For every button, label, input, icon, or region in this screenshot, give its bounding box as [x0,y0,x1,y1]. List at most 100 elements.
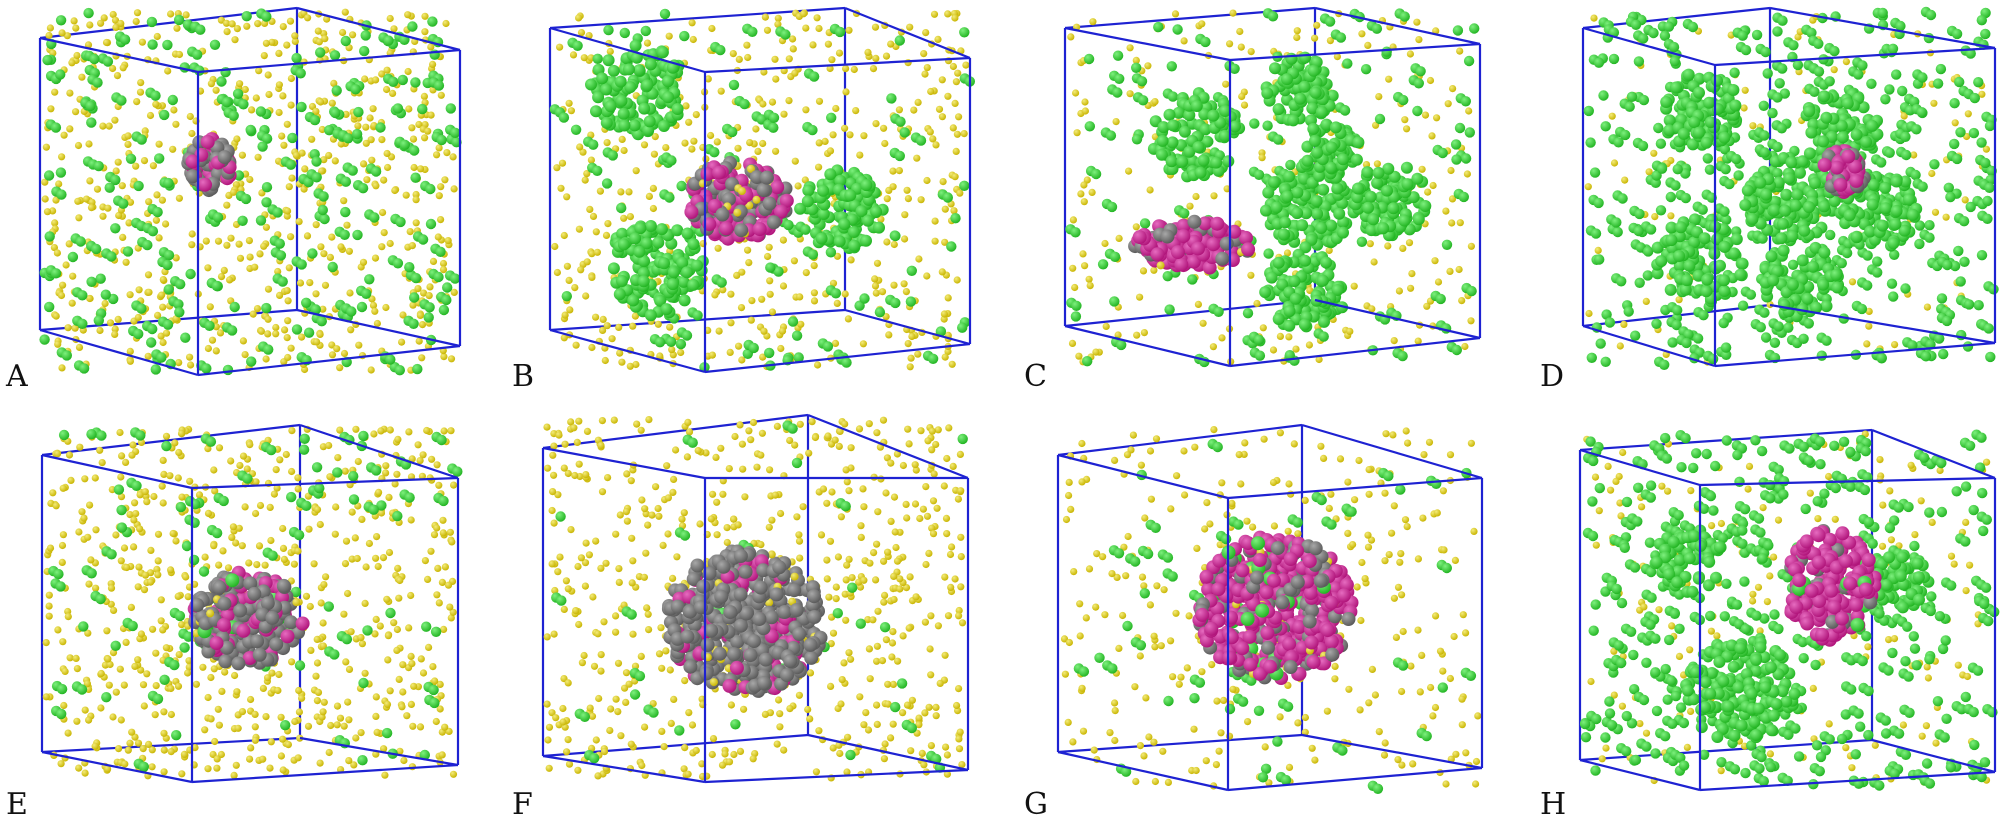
green-particle [1942,260,1952,270]
counterion-particle [315,28,322,35]
counterion-particle [436,144,443,151]
green-particle [1954,77,1964,87]
counterion-particle [884,195,891,202]
counterion-particle [950,124,957,131]
green-cluster-particle [1683,260,1695,272]
counterion-particle [1667,212,1674,219]
counterion-particle [137,79,144,86]
counterion-particle [103,39,110,46]
counterion-particle [1448,219,1455,226]
green-particle [1924,233,1934,243]
counterion-particle [141,157,148,164]
green-cluster-particle [1891,176,1903,188]
green-cluster-particle [630,40,642,52]
counterion-particle [1742,87,1749,94]
counterion-particle [716,328,723,335]
green-particle [94,161,104,171]
green-particle [409,145,419,155]
green-cluster-particle [691,260,703,272]
counterion-particle [769,99,776,106]
green-particle [369,212,379,222]
green-particle [1153,22,1163,32]
counterion-particle [255,154,262,161]
counterion-particle [186,354,193,361]
counterion-particle [380,177,387,184]
green-particle [1398,95,1408,105]
counterion-particle [199,664,206,671]
green-particle [246,125,256,135]
counterion-particle [312,673,319,680]
green-particle [262,182,272,192]
green-cluster-particle [1699,232,1711,244]
counterion-particle [772,76,779,83]
counterion-particle [43,693,50,700]
counterion-particle [135,564,142,571]
green-particle [341,36,351,46]
counterion-particle [268,738,275,745]
green-particle [1085,121,1095,131]
green-particle [159,110,169,120]
counterion-particle [677,349,684,356]
green-particle [1952,154,1962,164]
counterion-particle [272,324,279,331]
green-cluster-particle [1285,53,1297,65]
green-particle [1071,311,1081,321]
green-particle [1397,351,1407,361]
green-particle [1656,205,1666,215]
counterion-particle [355,342,362,349]
green-particle [1451,139,1461,149]
green-particle [120,34,130,44]
green-particle [317,316,327,326]
counterion-particle [442,563,449,570]
green-particle [442,282,452,292]
counterion-particle [644,40,651,47]
green-particle [831,288,841,298]
green-particle [800,225,810,235]
counterion-particle [856,152,863,159]
counterion-particle [211,665,218,672]
counterion-particle [371,308,378,315]
counterion-particle [962,62,969,69]
green-particle [1594,58,1604,68]
green-cluster-particle [1352,183,1364,195]
counterion-particle [435,482,442,489]
green-particle [105,183,115,193]
counterion-particle [633,167,640,174]
counterion-particle [1358,30,1365,37]
counterion-particle [923,272,930,279]
counterion-particle [207,674,214,681]
green-cluster-particle [618,238,630,250]
counterion-particle [440,529,447,536]
green-particle [1243,308,1253,318]
green-cluster-particle [1791,189,1803,201]
counterion-particle [424,128,431,135]
counterion-particle [689,19,696,26]
green-particle [103,56,113,66]
core-particle [1818,158,1832,172]
counterion-particle [429,663,436,670]
counterion-particle [243,23,250,30]
green-particle [1759,130,1769,140]
counterion-particle [651,151,658,158]
green-particle [957,323,967,333]
green-particle [133,181,143,191]
green-particle [56,167,66,177]
core-particle [738,187,746,195]
green-particle [1759,101,1769,111]
green-cluster-particle [873,222,885,234]
green-particle [1970,93,1980,103]
counterion-particle [920,50,927,57]
green-particle [1772,26,1782,36]
green-particle [1862,250,1872,260]
counterion-particle [1427,77,1434,84]
green-particle [1091,169,1101,179]
counterion-particle [918,196,925,203]
green-particle [417,104,427,114]
counterion-particle [802,106,809,113]
counterion-particle [116,429,123,436]
green-particle [1442,240,1452,250]
counterion-particle [321,35,328,42]
counterion-particle [1144,62,1151,69]
counterion-particle [66,451,73,458]
core-particle [1176,229,1190,243]
